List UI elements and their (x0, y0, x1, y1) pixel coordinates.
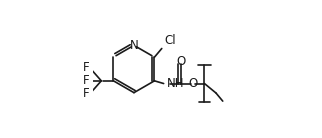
Text: F: F (82, 74, 89, 87)
Text: Cl: Cl (165, 34, 176, 47)
Text: N: N (129, 39, 138, 52)
Text: F: F (82, 62, 89, 75)
Text: NH: NH (166, 77, 184, 90)
Text: F: F (82, 87, 89, 100)
Text: O: O (188, 77, 198, 90)
Text: O: O (176, 55, 185, 68)
